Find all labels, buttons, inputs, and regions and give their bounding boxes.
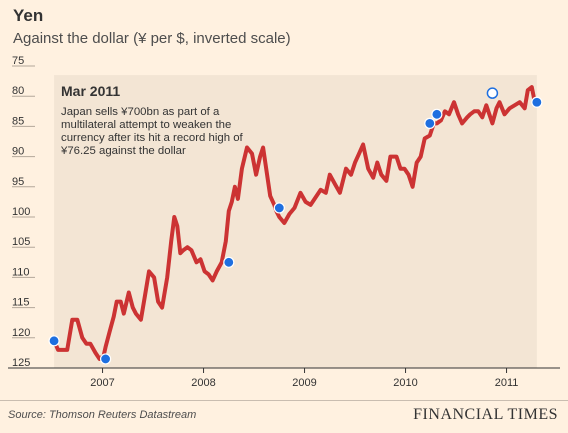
y-tick-label: 105 [12,236,30,248]
y-tick-label: 110 [12,266,30,278]
event-marker-highlight [486,87,499,99]
x-tick-label: 2007 [90,377,114,389]
y-tick-label: 95 [12,176,24,188]
y-tick-label: 120 [12,327,30,339]
event-marker [431,108,443,120]
footer-divider [0,400,568,401]
highlight-region [54,75,537,368]
x-tick-label: 2008 [191,377,215,389]
x-tick-label: 2010 [393,377,417,389]
y-tick-label: 115 [12,297,30,309]
source-note: Source: Thomson Reuters Datastream [8,409,197,421]
brand-logo-text: FINANCIAL TIMES [413,406,558,423]
x-tick-label: 2009 [292,377,316,389]
event-marker [99,353,112,365]
annotation-text: Japan sells ¥700bn as part of a multilat… [61,106,243,157]
chart-title: Yen [13,6,44,25]
y-tick-label: 90 [12,146,24,158]
event-marker [531,96,543,108]
y-tick-label: 80 [12,85,24,97]
y-tick-label: 125 [12,357,30,369]
annotation: Mar 2011 Japan sells ¥700bn as part of a… [61,83,251,158]
chart-subtitle: Against the dollar (¥ per $, inverted sc… [13,30,291,47]
annotation-heading: Mar 2011 [61,83,121,99]
event-marker [48,335,60,347]
event-marker [424,117,436,129]
series-line [52,85,539,361]
y-tick-label: 100 [12,206,30,218]
event-marker [223,256,235,268]
y-tick-label: 85 [12,115,24,127]
x-tick-label: 2011 [495,377,519,389]
event-marker [273,202,285,214]
chart-plot: 75 80 85 90 95 100 105 110 115 120 125 2007 2008 2009… [8,55,560,389]
y-tick-label: 75 [12,55,24,67]
